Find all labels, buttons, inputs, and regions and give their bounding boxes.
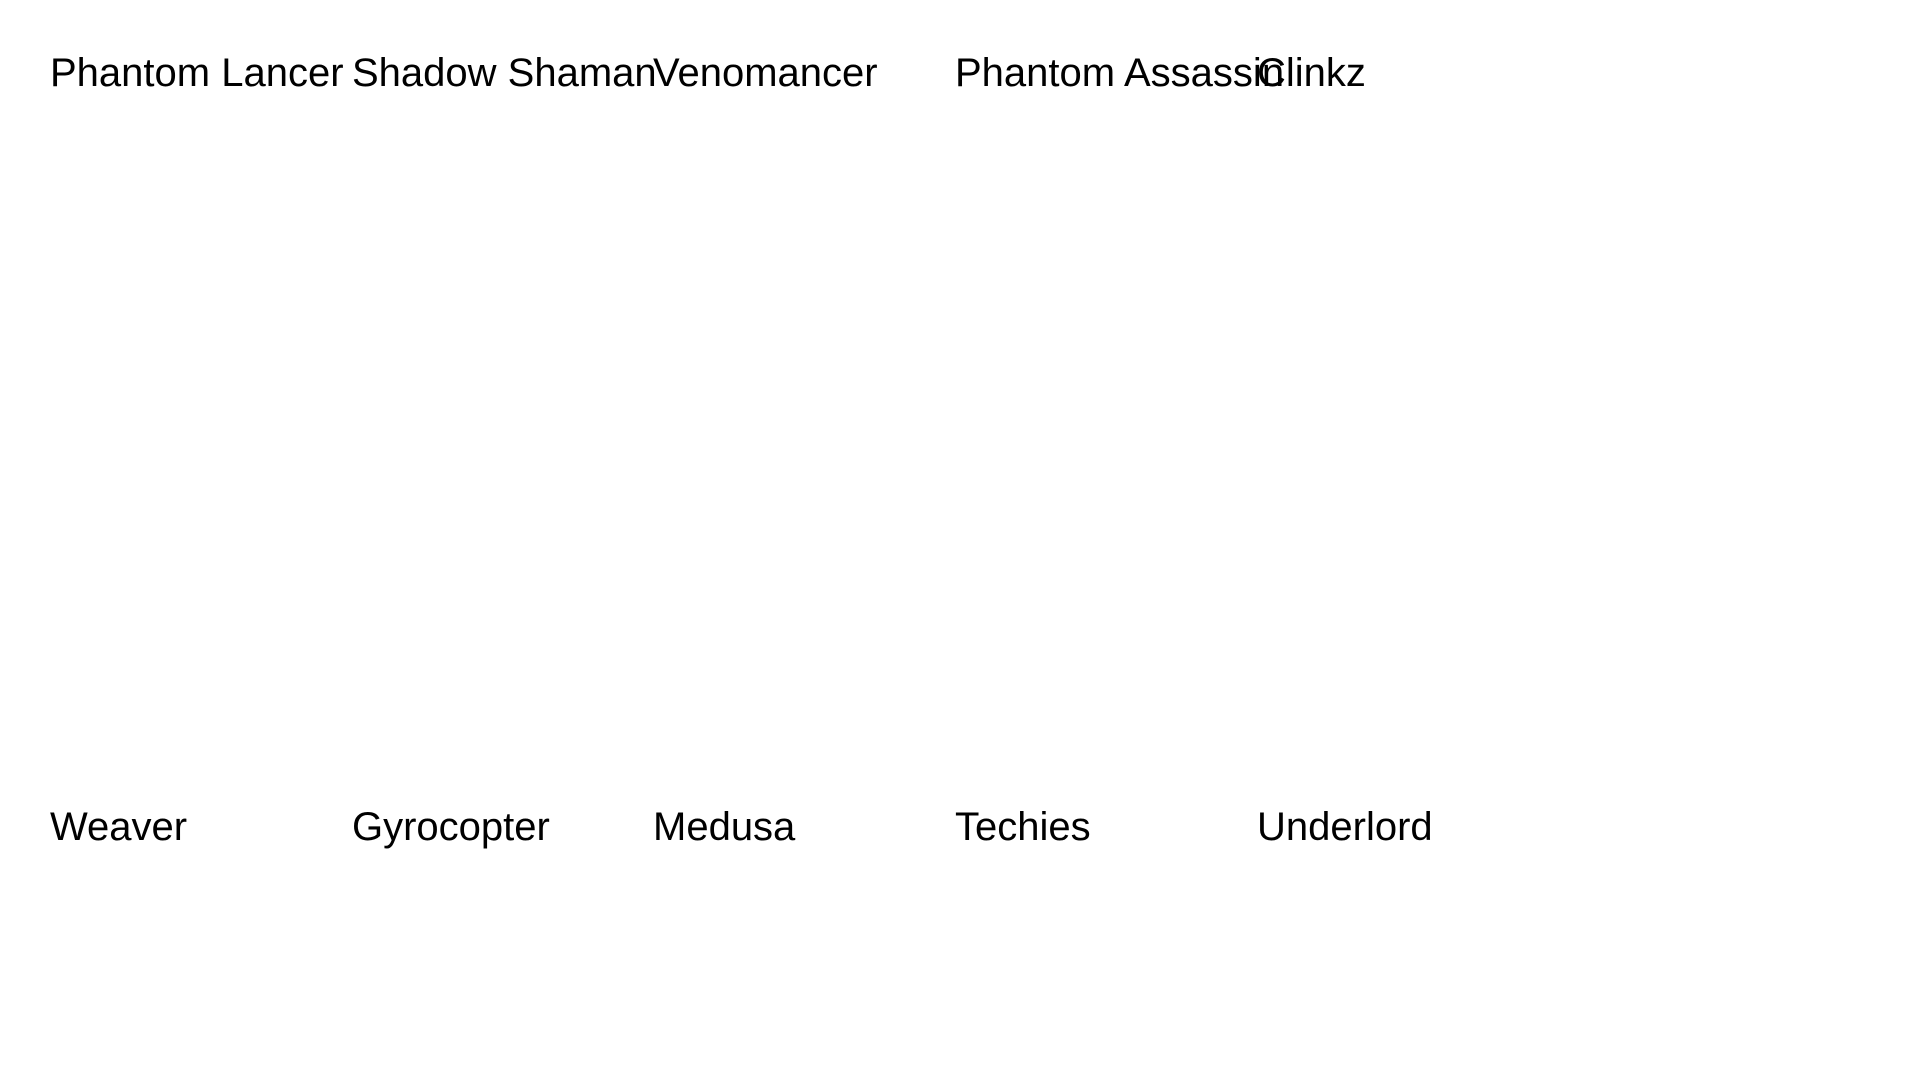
hero-name: Techies xyxy=(955,805,1091,849)
hero-name: Phantom Assassin xyxy=(955,51,1285,95)
hero-card-weaver[interactable]: Weaver xyxy=(50,804,352,1080)
hero-card-shadow-shaman[interactable]: Shadow Shaman xyxy=(352,50,657,350)
hero-name: Clinkz xyxy=(1257,51,1366,95)
hero-name: Shadow Shaman xyxy=(352,51,657,95)
hero-name: Phantom Lancer xyxy=(50,51,344,95)
hero-card-phantom-assassin[interactable]: Phantom Assassin xyxy=(955,50,1284,350)
hero-card-underlord[interactable]: Underlord xyxy=(1257,804,1559,1080)
hero-card-medusa[interactable]: Medusa xyxy=(653,804,955,1080)
hero-card-gyrocopter[interactable]: Gyrocopter xyxy=(352,804,654,1080)
hero-card-venomancer[interactable]: Venomancer xyxy=(653,50,955,350)
hero-name: Underlord xyxy=(1257,805,1433,849)
hero-name: Gyrocopter xyxy=(352,805,550,849)
hero-card-phantom-lancer[interactable]: Phantom Lancer xyxy=(50,50,352,350)
hero-card-clinkz[interactable]: Clinkz xyxy=(1257,50,1559,350)
hero-card-techies[interactable]: Techies xyxy=(955,804,1257,1080)
hero-name: Weaver xyxy=(50,805,188,849)
hero-name: Medusa xyxy=(653,805,796,849)
hero-name: Venomancer xyxy=(653,51,878,95)
